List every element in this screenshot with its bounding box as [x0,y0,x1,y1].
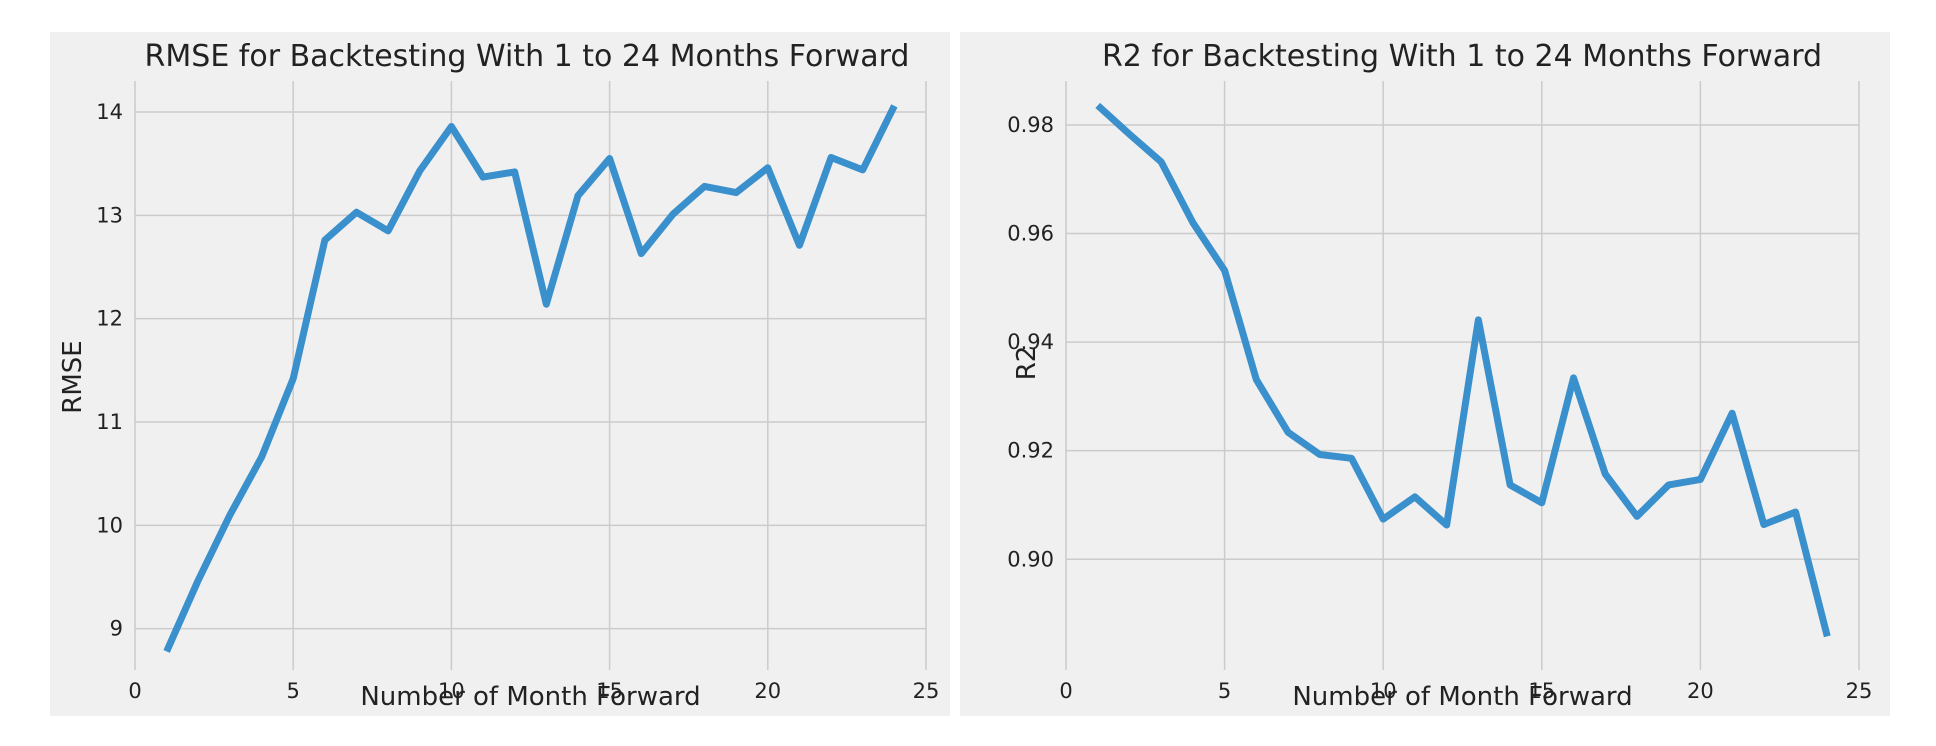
chart-title: R2 for Backtesting With 1 to 24 Months F… [1102,39,1822,74]
chart-title: RMSE for Backtesting With 1 to 24 Months… [145,39,910,74]
r2-chart-panel: 0 5 10 15 20 25 0.90 0.92 0.94 0.96 0.98 R2 for Ba… [960,32,1890,716]
y-tick-label: 11 [96,410,123,434]
series-line [163,104,898,653]
y-axis-label: RMSE [58,340,88,413]
x-tick-label: 15 [596,679,623,703]
rmse-chart: 0 5 10 15 20 25 9 10 11 12 13 14 RMSE for Backtesti… [58,39,940,712]
x-tick-label: 25 [913,679,940,703]
x-tick-label: 0 [1059,679,1072,703]
x-axis-label: Number of Month Forward [360,682,700,712]
y-tick-label: 10 [96,513,123,537]
y-tick-label: 0.90 [1007,547,1054,571]
y-tick-label: 12 [96,307,123,331]
x-tick-label: 5 [1218,679,1231,703]
x-tick-label: 5 [287,679,300,703]
x-axis-label: Number of Month Forward [1292,682,1632,712]
y-tick-label: 0.96 [1007,222,1054,246]
x-tick-label: 20 [754,679,781,703]
y-tick-label: 0.94 [1007,330,1054,354]
series-line [1095,102,1831,638]
y-tick-label: 9 [110,617,123,641]
x-tick-label: 0 [128,679,141,703]
r2-chart: 0 5 10 15 20 25 0.90 0.92 0.94 0.96 0.98 R2 for Ba… [1007,39,1873,712]
y-tick-label: 14 [96,100,123,124]
x-tick-label: 15 [1528,679,1555,703]
y-tick-label: 0.98 [1007,113,1054,137]
x-tick-label: 25 [1846,679,1873,703]
y-axis-label: R2 [1012,346,1042,381]
x-tick-label: 20 [1687,679,1714,703]
rmse-chart-panel: 0 5 10 15 20 25 9 10 11 12 13 14 RMSE for Backtesti… [50,32,950,716]
y-tick-label: 13 [96,203,123,227]
x-tick-label: 10 [438,679,465,703]
x-tick-label: 10 [1370,679,1397,703]
y-tick-label: 0.92 [1007,439,1054,463]
